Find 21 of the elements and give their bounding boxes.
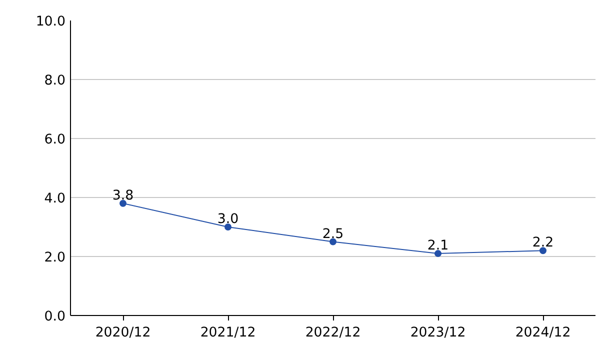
y-tick-label: 8.0 — [44, 74, 66, 88]
text: 2.1 — [427, 238, 449, 254]
x-tick-label: 2024/12 — [515, 326, 571, 340]
point — [540, 247, 546, 254]
y-tick-label: 10.0 — [36, 14, 66, 30]
y-tick-label: 4.0 — [44, 192, 66, 206]
y-tick-label: 0.0 — [44, 310, 66, 324]
text: 2.5 — [322, 226, 344, 242]
x-tick-label: 2023/12 — [410, 326, 466, 340]
x-tick-label: 2020/12 — [95, 326, 151, 340]
y-tick-label: 2.0 — [44, 250, 66, 266]
point — [330, 238, 336, 246]
text: 3.0 — [217, 212, 239, 227]
text: 2.2 — [532, 236, 554, 251]
x-tick-label: 2022/12 — [305, 326, 361, 340]
point — [120, 200, 126, 207]
x-tick-label: 2021/12 — [200, 326, 256, 340]
point — [224, 224, 232, 230]
text: 3.8 — [112, 188, 134, 204]
y-tick-label: 6.0 — [44, 132, 66, 148]
point — [434, 250, 442, 258]
